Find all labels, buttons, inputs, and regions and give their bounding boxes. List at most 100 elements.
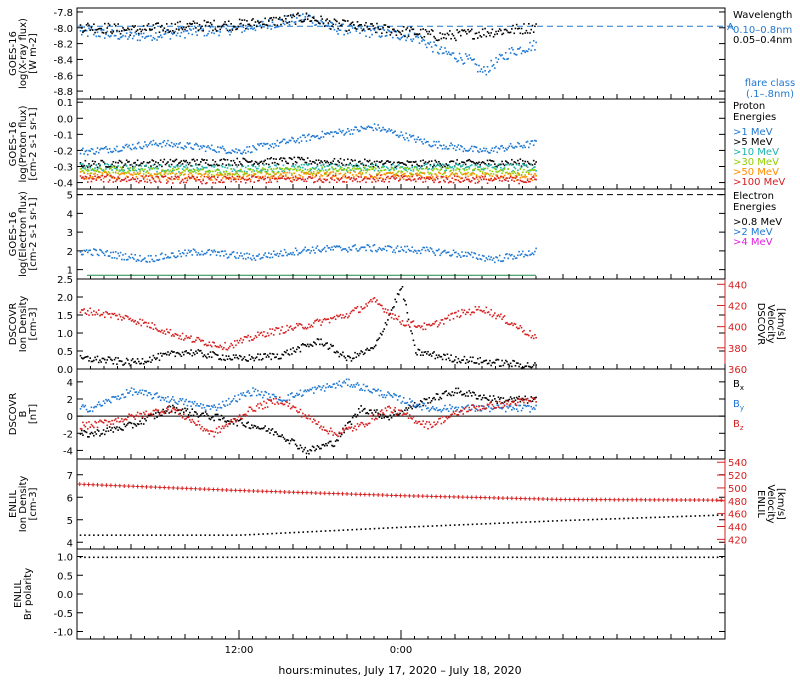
data-point — [122, 179, 124, 181]
data-point — [438, 324, 440, 326]
data-point — [401, 166, 404, 168]
data-point — [370, 249, 372, 252]
data-point — [270, 358, 273, 361]
data-point — [424, 161, 427, 163]
data-point — [347, 384, 349, 387]
data-point — [232, 423, 235, 425]
data-point — [456, 409, 458, 411]
data-point — [248, 174, 251, 176]
data-point — [101, 147, 104, 150]
data-point — [190, 249, 192, 252]
data-point — [422, 172, 424, 174]
data-point — [257, 389, 259, 392]
data-point — [315, 448, 318, 450]
data-point — [275, 254, 277, 256]
data-point — [413, 161, 416, 163]
data-point — [378, 161, 381, 163]
data-point — [142, 363, 145, 365]
data-point — [434, 44, 437, 46]
data-point — [321, 343, 324, 346]
data-point — [215, 173, 218, 176]
data-point — [170, 176, 173, 178]
data-point — [498, 164, 501, 166]
data-point — [280, 399, 282, 402]
data-point — [111, 29, 113, 31]
data-point — [339, 130, 342, 133]
data-point — [111, 312, 113, 315]
data-point — [365, 128, 367, 130]
data-point — [212, 251, 214, 253]
data-point — [373, 166, 376, 169]
data-point — [264, 177, 266, 180]
data-point — [366, 411, 369, 414]
data-point — [305, 328, 308, 330]
data-point — [226, 167, 229, 169]
data-point — [447, 410, 450, 412]
right-y-tick-label: 380 — [728, 344, 747, 355]
data-point — [413, 166, 416, 169]
data-point — [131, 394, 134, 396]
data-point — [113, 257, 116, 259]
data-point — [411, 407, 413, 410]
data-point — [340, 433, 343, 436]
data-point — [257, 255, 259, 257]
data-point — [111, 166, 113, 169]
data-point — [89, 165, 92, 168]
data-point — [337, 245, 339, 248]
data-point — [278, 435, 281, 438]
data-point — [490, 59, 492, 62]
data-point — [523, 168, 525, 171]
data-point — [121, 36, 123, 38]
data-point — [503, 257, 506, 259]
data-point — [161, 170, 163, 173]
data-point — [434, 254, 437, 257]
data-point — [331, 178, 333, 181]
data-point — [224, 341, 226, 344]
data-point — [464, 395, 467, 397]
data-point — [234, 151, 236, 153]
data-point — [130, 359, 133, 362]
data-point — [513, 180, 516, 183]
data-point — [424, 404, 427, 407]
data-point — [268, 20, 270, 22]
data-point — [295, 179, 298, 182]
data-point — [484, 260, 486, 262]
data-point — [429, 176, 432, 179]
data-point — [364, 175, 366, 178]
data-point — [466, 405, 468, 408]
data-point — [416, 252, 418, 255]
data-point — [206, 357, 208, 359]
data-point — [133, 422, 135, 425]
data-point — [370, 390, 372, 393]
data-point — [477, 150, 479, 152]
data-point — [402, 175, 405, 178]
data-point — [349, 420, 352, 423]
data-point — [94, 169, 96, 172]
data-point — [268, 181, 270, 183]
data-point — [458, 148, 461, 151]
data-point — [258, 179, 260, 182]
data-point — [481, 150, 484, 152]
data-point — [438, 181, 440, 184]
data-point — [364, 246, 366, 249]
data-point — [289, 157, 292, 160]
data-point — [317, 159, 320, 162]
data-point — [129, 257, 132, 259]
data-point — [472, 59, 474, 61]
data-point — [152, 24, 155, 26]
data-point — [150, 166, 152, 169]
data-point — [395, 174, 398, 177]
data-point — [389, 31, 392, 33]
data-point — [93, 434, 95, 437]
data-point — [80, 357, 83, 359]
data-point — [462, 311, 465, 314]
data-point — [308, 345, 310, 348]
data-point — [121, 258, 123, 261]
data-point — [283, 332, 286, 334]
data-point — [209, 344, 212, 347]
data-point — [379, 174, 382, 177]
data-point — [295, 169, 298, 172]
data-point — [277, 163, 280, 166]
data-point — [282, 436, 285, 439]
data-point — [89, 432, 92, 435]
